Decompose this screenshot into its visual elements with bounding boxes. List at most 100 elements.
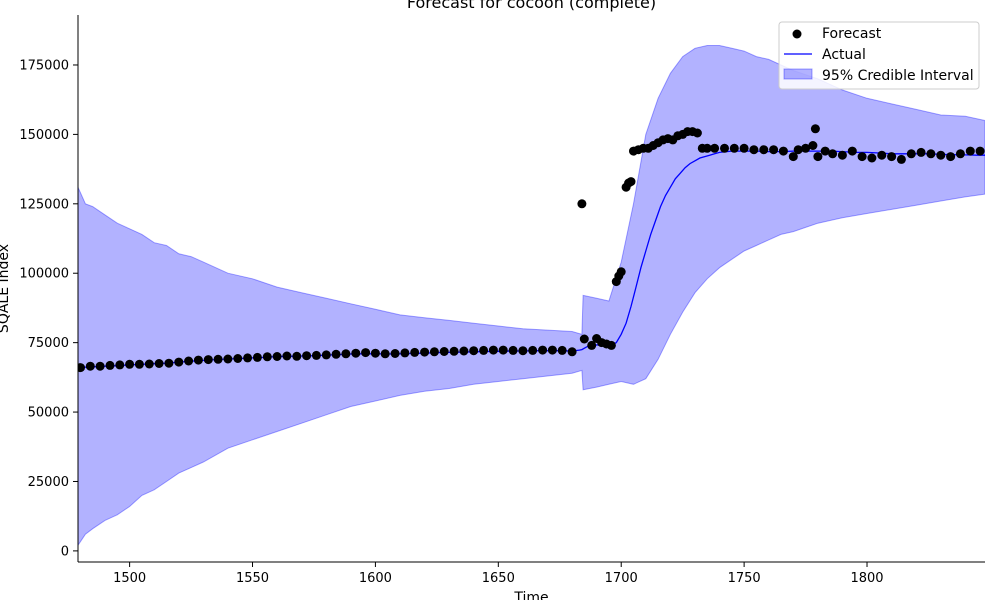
forecast-point — [252, 352, 262, 362]
forecast-point — [579, 334, 589, 344]
forecast-point — [887, 152, 897, 162]
forecast-point — [498, 345, 508, 355]
forecast-point — [567, 347, 577, 357]
forecast-point — [243, 353, 253, 363]
forecast-point — [105, 360, 115, 370]
y-tick-label: 75000 — [28, 336, 69, 351]
forecast-point — [810, 124, 820, 134]
forecast-point — [469, 346, 479, 356]
chart-title: Forecast for cocoon (complete) — [407, 0, 656, 12]
forecast-point — [587, 340, 597, 350]
forecast-point — [311, 350, 321, 360]
y-tick-label: 125000 — [19, 197, 69, 212]
forecast-point — [955, 149, 965, 159]
forecast-point — [906, 149, 916, 159]
legend-interval-label: 95% Credible Interval — [822, 68, 974, 84]
forecast-point — [85, 361, 95, 371]
forecast-point — [518, 346, 528, 356]
forecast-point — [739, 143, 749, 153]
forecast-point — [429, 347, 439, 357]
y-tick-label: 0 — [61, 544, 69, 559]
forecast-point — [788, 152, 798, 162]
legend-forecast-label: Forecast — [822, 26, 882, 42]
forecast-point — [410, 347, 420, 357]
plot-area — [78, 45, 985, 547]
forecast-point — [390, 349, 400, 358]
forecast-point — [321, 350, 331, 360]
forecast-point — [692, 128, 702, 138]
forecast-point — [877, 150, 887, 160]
forecast-point — [479, 345, 489, 355]
forecast-point — [801, 143, 811, 153]
forecast-point — [292, 351, 302, 361]
forecast-point — [528, 345, 538, 355]
legend-box — [778, 21, 980, 90]
forecast-point — [351, 348, 361, 358]
forecast-point — [847, 146, 857, 156]
forecast-point — [606, 340, 616, 350]
x-tick-label: 1700 — [605, 571, 638, 586]
forecast-point — [547, 345, 557, 355]
forecast-point — [837, 150, 847, 160]
forecast-point — [302, 351, 312, 361]
forecast-point — [144, 359, 154, 369]
forecast-point — [154, 359, 164, 368]
forecast-point — [975, 146, 985, 156]
forecast-point — [538, 345, 548, 355]
y-ticks: 0 25000 50000 75000 100000 125000 150000 175000 — [19, 58, 78, 559]
forecast-point — [459, 346, 469, 356]
forecast-point — [577, 199, 587, 209]
forecast-point — [702, 143, 712, 153]
forecast-point — [896, 154, 906, 164]
x-ticks: 1500 1550 1600 1650 1700 1750 1800 — [113, 562, 884, 586]
y-tick-label: 175000 — [19, 58, 69, 73]
forecast-point — [203, 355, 213, 365]
forecast-point — [78, 363, 85, 373]
forecast-point — [857, 152, 867, 162]
forecast-point — [508, 345, 518, 355]
forecast-point — [380, 349, 390, 359]
credible-interval-band — [78, 45, 985, 547]
forecast-point — [557, 345, 567, 355]
forecast-point — [331, 349, 341, 359]
forecast-point — [134, 359, 144, 369]
forecast-point — [616, 267, 626, 277]
forecast-point — [729, 143, 739, 153]
legend-forecast-marker — [792, 29, 802, 39]
x-tick-label: 1800 — [850, 571, 883, 586]
forecast-point — [749, 145, 759, 155]
forecast-point — [808, 141, 818, 150]
forecast-point — [213, 354, 223, 364]
forecast-point — [164, 358, 174, 368]
forecast-point — [223, 354, 233, 364]
forecast-point — [626, 177, 636, 187]
forecast-point — [95, 361, 105, 371]
forecast-point — [400, 348, 410, 358]
forecast-point — [720, 143, 729, 153]
forecast-point — [820, 146, 830, 156]
legend: Forecast Actual 95% Credible Interval — [778, 21, 980, 90]
forecast-point — [272, 352, 282, 361]
forecast-point — [420, 347, 430, 357]
forecast-point — [965, 146, 975, 156]
y-tick-label: 50000 — [28, 406, 69, 421]
forecast-point — [778, 146, 788, 156]
forecast-point — [769, 145, 779, 155]
forecast-point — [926, 149, 936, 159]
y-tick-label: 100000 — [19, 267, 69, 282]
forecast-point — [341, 349, 351, 359]
forecast-point — [439, 347, 449, 356]
forecast-point — [282, 351, 292, 361]
forecast-point — [916, 147, 926, 157]
x-tick-label: 1600 — [359, 571, 392, 586]
x-tick-label: 1750 — [728, 571, 761, 586]
forecast-point — [793, 145, 803, 155]
forecast-point — [233, 354, 243, 363]
forecast-point — [759, 145, 769, 155]
legend-actual-label: Actual — [822, 47, 866, 63]
x-axis-label: Time — [513, 590, 548, 600]
forecast-point — [488, 345, 498, 355]
forecast-point — [867, 153, 877, 163]
forecast-point — [936, 150, 946, 160]
